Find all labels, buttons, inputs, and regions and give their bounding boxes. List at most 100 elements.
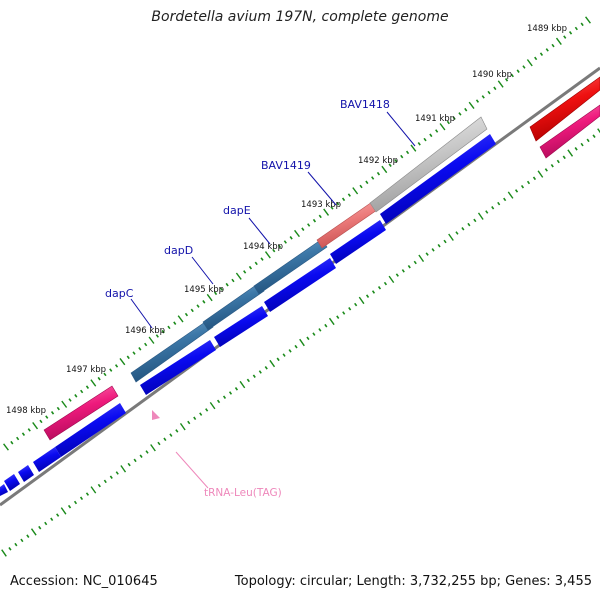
minor-tick (481, 95, 485, 99)
minor-tick (467, 222, 471, 227)
major-tick (119, 357, 126, 366)
minor-tick (435, 129, 439, 133)
minor-tick (347, 193, 351, 197)
minor-tick (138, 347, 142, 351)
minor-tick (163, 437, 167, 442)
minor-tick (394, 159, 398, 163)
major-tick (269, 359, 276, 368)
minor-tick (193, 416, 197, 421)
major-tick (150, 444, 156, 452)
minor-tick (8, 547, 12, 551)
cds-arrow[interactable] (264, 258, 336, 312)
ruler-labels: 1489 kbp 1490 kbp 1491 kbp 1492 kbp 1493… (6, 24, 567, 416)
major-tick (299, 338, 305, 347)
minor-tick (80, 389, 84, 394)
minor-tick (10, 440, 14, 445)
minor-tick (68, 398, 72, 402)
gene-label-dapE[interactable]: dapE (223, 204, 251, 217)
red-feature[interactable] (529, 76, 600, 142)
major-tick (439, 123, 446, 131)
minor-tick (341, 197, 346, 202)
trna-label[interactable]: tRNA-Leu(TAG) (204, 487, 282, 499)
minor-tick (56, 406, 60, 411)
minor-tick (277, 244, 282, 249)
gene-dapE[interactable] (253, 238, 328, 295)
minor-tick (85, 492, 90, 496)
major-tick (555, 37, 562, 46)
gene-dapC[interactable] (130, 319, 214, 383)
ruler-label: 1493 kbp (301, 200, 341, 210)
inner-tick-ruler (1, 128, 600, 557)
cds-arrow[interactable] (140, 340, 216, 395)
trna-marker[interactable] (152, 410, 160, 420)
minor-tick (187, 420, 191, 425)
minor-tick (475, 99, 480, 103)
minor-tick (144, 342, 148, 347)
minor-tick (231, 278, 235, 283)
major-tick (507, 191, 514, 199)
cds-arrow[interactable] (0, 484, 8, 496)
minor-tick (73, 500, 78, 505)
minor-tick (377, 286, 382, 290)
cds-arrow[interactable] (33, 447, 61, 472)
minor-tick (213, 291, 218, 296)
gene-label-BAV1419[interactable]: BAV1419 (261, 159, 311, 172)
gene-BAV1418[interactable] (369, 116, 488, 213)
minor-tick (514, 189, 519, 193)
minor-tick (254, 261, 258, 266)
minor-tick (272, 248, 276, 253)
gene-label-BAV1418[interactable]: BAV1418 (340, 98, 390, 111)
pink-feature-right[interactable] (539, 104, 600, 159)
cds-arrow[interactable] (330, 220, 386, 264)
minor-tick (139, 454, 143, 458)
minor-tick (551, 43, 555, 48)
minor-tick (452, 116, 456, 120)
accession-text: Accession: NC_010645 (10, 574, 158, 589)
minor-tick (97, 376, 101, 381)
minor-tick (289, 236, 293, 240)
major-tick (148, 336, 155, 344)
major-tick (358, 296, 365, 305)
minor-tick (504, 78, 509, 82)
minor-tick (395, 273, 399, 277)
cds-track (0, 134, 496, 496)
major-tick (323, 208, 330, 216)
minor-tick (580, 142, 584, 147)
major-tick (235, 272, 242, 280)
minor-tick (458, 112, 462, 116)
minor-tick (132, 351, 136, 355)
cds-arrow[interactable] (18, 465, 34, 482)
cds-arrow[interactable] (214, 306, 268, 347)
minor-tick (14, 542, 18, 547)
minor-tick (114, 364, 119, 368)
ruler-label: 1497 kbp (66, 365, 106, 375)
minor-tick (388, 163, 392, 167)
pink-feature[interactable] (43, 385, 119, 441)
major-tick (537, 170, 544, 178)
outer-tick-ruler (3, 16, 591, 451)
minor-tick (109, 475, 113, 479)
gene-label-dapC[interactable]: dapC (105, 287, 134, 300)
minor-tick (556, 159, 560, 164)
gene-label-dapD[interactable]: dapD (164, 244, 193, 257)
minor-tick (56, 513, 60, 517)
ruler-label: 1491 kbp (415, 114, 455, 124)
minor-tick (79, 496, 84, 501)
minor-tick (429, 133, 433, 138)
ruler-label: 1492 kbp (358, 156, 398, 166)
minor-tick (493, 86, 497, 91)
cds-arrow[interactable] (4, 474, 20, 491)
minor-tick (184, 312, 189, 317)
minor-tick (336, 315, 340, 319)
minor-tick (225, 282, 229, 287)
cds-arrow[interactable] (380, 134, 496, 224)
gene-dapD[interactable] (202, 282, 265, 331)
minor-tick (365, 294, 370, 298)
minor-tick (417, 142, 421, 146)
minor-tick (50, 411, 55, 415)
minor-tick (190, 308, 194, 313)
major-tick (209, 401, 216, 410)
minor-tick (405, 150, 410, 155)
cds-arrow[interactable] (55, 403, 126, 457)
minor-tick (219, 287, 223, 291)
